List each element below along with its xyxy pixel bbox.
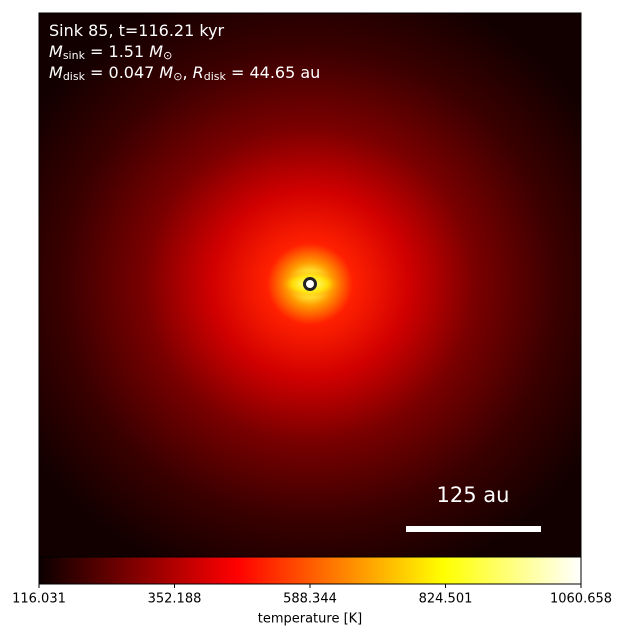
tick-label: 1060.658: [550, 592, 612, 607]
annotation-line: Msink = 1.51 M⊙: [49, 42, 172, 63]
annotation-text: disk: [63, 70, 86, 83]
annotation-text: M: [159, 63, 173, 82]
tick-label: 588.344: [283, 592, 337, 607]
scale-bar: [406, 526, 541, 532]
annotation-text: = 44.65 au: [226, 63, 320, 82]
colorbar-label: temperature [K]: [258, 612, 363, 627]
colorbar-axis: 116.031 352.188 588.344 824.501 1060.658: [12, 584, 612, 607]
sink-marker: [303, 277, 317, 291]
annotation-text: ,: [182, 63, 192, 82]
annotation-text: M: [149, 42, 163, 61]
tick-label: 116.031: [12, 592, 66, 607]
colorbar: [38, 556, 582, 585]
annotation-text: sink: [63, 49, 86, 62]
annotation-text: = 1.51: [85, 42, 149, 61]
annotation-text: ⊙: [163, 49, 172, 62]
annotation-text: ⊙: [173, 70, 182, 83]
tick-label: 352.188: [148, 592, 202, 607]
annotation-text: Sink 85, t=116.21 kyr: [49, 21, 225, 40]
tick-label: 824.501: [419, 592, 473, 607]
annotation-text: M: [49, 42, 63, 61]
annotation-text: = 0.047: [85, 63, 159, 82]
annotation-text: disk: [204, 70, 227, 83]
annotation-text: M: [49, 63, 63, 82]
annotation-text: R: [193, 63, 204, 82]
scale-bar-label: 125 au: [437, 483, 510, 507]
annotation-line: Mdisk = 0.047 M⊙, Rdisk = 44.65 au: [49, 63, 320, 84]
annotation-line: Sink 85, t=116.21 kyr: [49, 21, 225, 40]
